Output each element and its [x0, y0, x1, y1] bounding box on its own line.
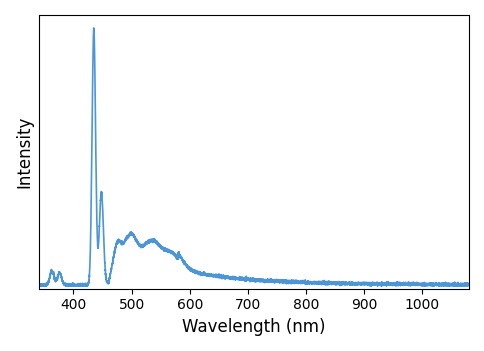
- X-axis label: Wavelength (nm): Wavelength (nm): [182, 318, 326, 336]
- Y-axis label: Intensity: Intensity: [15, 116, 33, 188]
